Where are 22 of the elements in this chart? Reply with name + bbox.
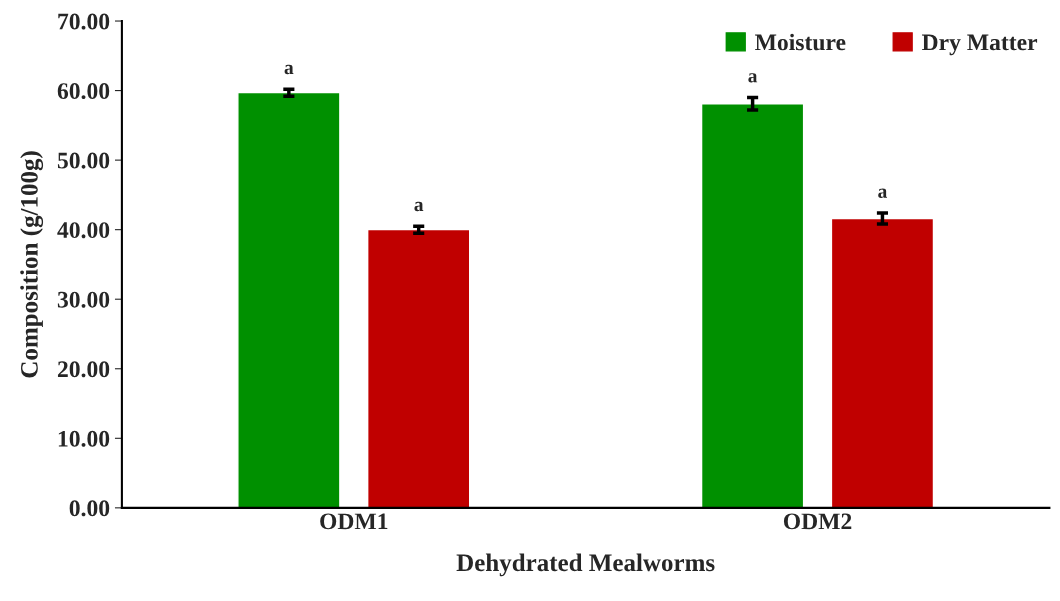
x-axis-title: Dehydrated Mealworms	[456, 553, 715, 577]
y-tick-label: 60.00	[57, 83, 110, 100]
bar	[366, 228, 471, 508]
y-tick-label: 10.00	[58, 430, 110, 447]
annotation: a	[748, 73, 758, 83]
x-tick-label: ODM2	[783, 513, 852, 530]
legend-label: Dry Matter	[921, 34, 1038, 56]
legend-label: Moisture	[755, 33, 846, 51]
x-tick-label: ODM1	[320, 513, 388, 530]
annotation: a	[878, 188, 888, 198]
y-tick-label: 30.00	[57, 291, 110, 308]
annotation: a	[414, 201, 424, 212]
y-tick-label: 50.00	[57, 152, 110, 169]
y-tick-label: 40.00	[57, 222, 110, 239]
y-tick-label: 20.00	[57, 361, 110, 378]
bar	[700, 103, 805, 508]
bar	[830, 217, 935, 508]
annotation: a	[284, 64, 294, 75]
y-axis-title: Composition (g/100g)	[20, 151, 44, 378]
bar	[237, 91, 341, 508]
y-tick-label: 70.00	[58, 13, 110, 30]
y-tick-label: 0.00	[69, 500, 110, 517]
